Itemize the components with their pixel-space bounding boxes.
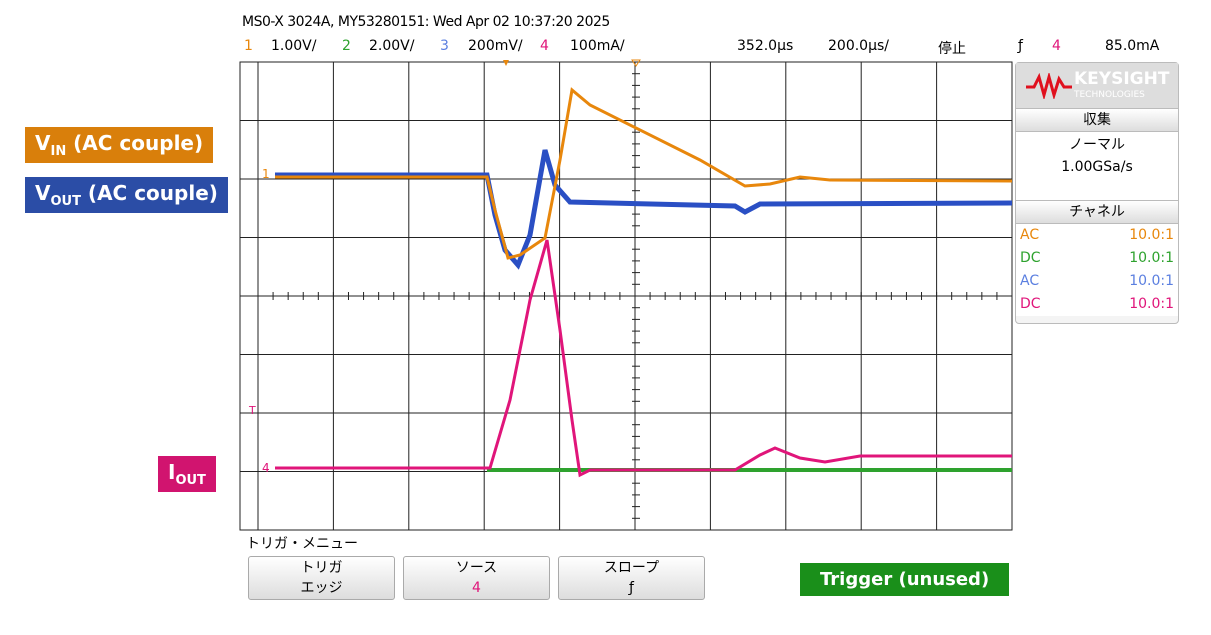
channel-row: AC 10.0:1: [1016, 224, 1178, 247]
grid: [239, 61, 1013, 531]
ch4-trace: [275, 239, 1012, 478]
sidebar: KEYSIGHT TECHNOLOGIES 収集 ノーマル 1.00GSa/s チ…: [1015, 62, 1179, 324]
trigger-note: Trigger (unused): [800, 563, 1010, 596]
button-label: ソース: [455, 560, 498, 576]
channel-scale: 2.00V/: [369, 38, 415, 54]
trigger-slope: ƒ: [1018, 38, 1023, 54]
vin-label: VIN (AC couple): [25, 127, 214, 163]
button-value: エッジ: [300, 580, 343, 596]
menu-title: トリガ・メニュー: [246, 536, 358, 552]
channel-rows: AC 10.0:1 DC 10.0:1 AC 10.0:1 DC 10.0:1: [1016, 224, 1178, 316]
ch1-marker: 1: [262, 167, 270, 181]
channel-title: チャネル: [1016, 200, 1178, 224]
acquisition-info: ノーマル 1.00GSa/s: [1016, 132, 1178, 200]
button-value: ƒ: [629, 580, 634, 596]
ch3-trace: [275, 149, 1013, 270]
delay: 352.0µs: [737, 38, 794, 54]
probe: 10.0:1: [1129, 273, 1174, 289]
vout-label: VOUT (AC couple): [25, 177, 228, 213]
logo: [1026, 73, 1072, 99]
channel-row: AC 10.0:1: [1016, 270, 1178, 293]
timebase: 200.0µs/: [828, 38, 889, 54]
channel-scale: 200mV/: [468, 38, 523, 54]
button-label: スロープ: [603, 560, 660, 576]
brand: KEYSIGHT: [1074, 69, 1170, 89]
acquisition-title: 収集: [1016, 108, 1178, 132]
brand-box: KEYSIGHT TECHNOLOGIES: [1016, 63, 1178, 108]
coupling: AC: [1020, 273, 1040, 289]
trigger-source: 4: [1052, 38, 1061, 54]
menu-button[interactable]: ソース 4: [403, 556, 550, 600]
delay-marker: [631, 59, 641, 67]
channel-scale: 1.00V/: [271, 38, 317, 54]
channel-scale: 100mA/: [570, 38, 625, 54]
trigger-position: [503, 60, 509, 66]
coupling: DC: [1020, 250, 1041, 266]
probe: 10.0:1: [1129, 227, 1174, 243]
trigger-level: 85.0mA: [1105, 38, 1160, 54]
button-label: トリガ: [300, 560, 343, 576]
brand-sub: TECHNOLOGIES: [1074, 90, 1145, 100]
sample-rate: 1.00GSa/s: [1061, 159, 1133, 175]
ch1-trace: [275, 87, 1013, 260]
menu-button[interactable]: トリガ エッジ: [248, 556, 395, 600]
probe: 10.0:1: [1129, 250, 1174, 266]
probe: 10.0:1: [1129, 296, 1174, 312]
channel-number: 2: [342, 38, 351, 54]
status: 停止: [938, 41, 966, 57]
channel-row: DC 10.0:1: [1016, 247, 1178, 270]
channel-number: 4: [540, 38, 549, 54]
coupling: AC: [1020, 227, 1040, 243]
menu-button[interactable]: スロープ ƒ: [558, 556, 705, 600]
coupling: DC: [1020, 296, 1041, 312]
title: MS0-X 3024A, MY53280151: Wed Apr 02 10:3…: [242, 14, 610, 30]
channel-row: DC 10.0:1: [1016, 293, 1178, 316]
channel-number: 1: [244, 38, 253, 54]
mode: ノーマル: [1069, 137, 1125, 153]
button-value: 4: [472, 580, 481, 596]
trigger-marker: T: [248, 404, 256, 417]
channel-number: 3: [440, 38, 449, 54]
ch4-marker: 4: [262, 461, 270, 475]
iout-label: IOUT: [158, 456, 216, 492]
